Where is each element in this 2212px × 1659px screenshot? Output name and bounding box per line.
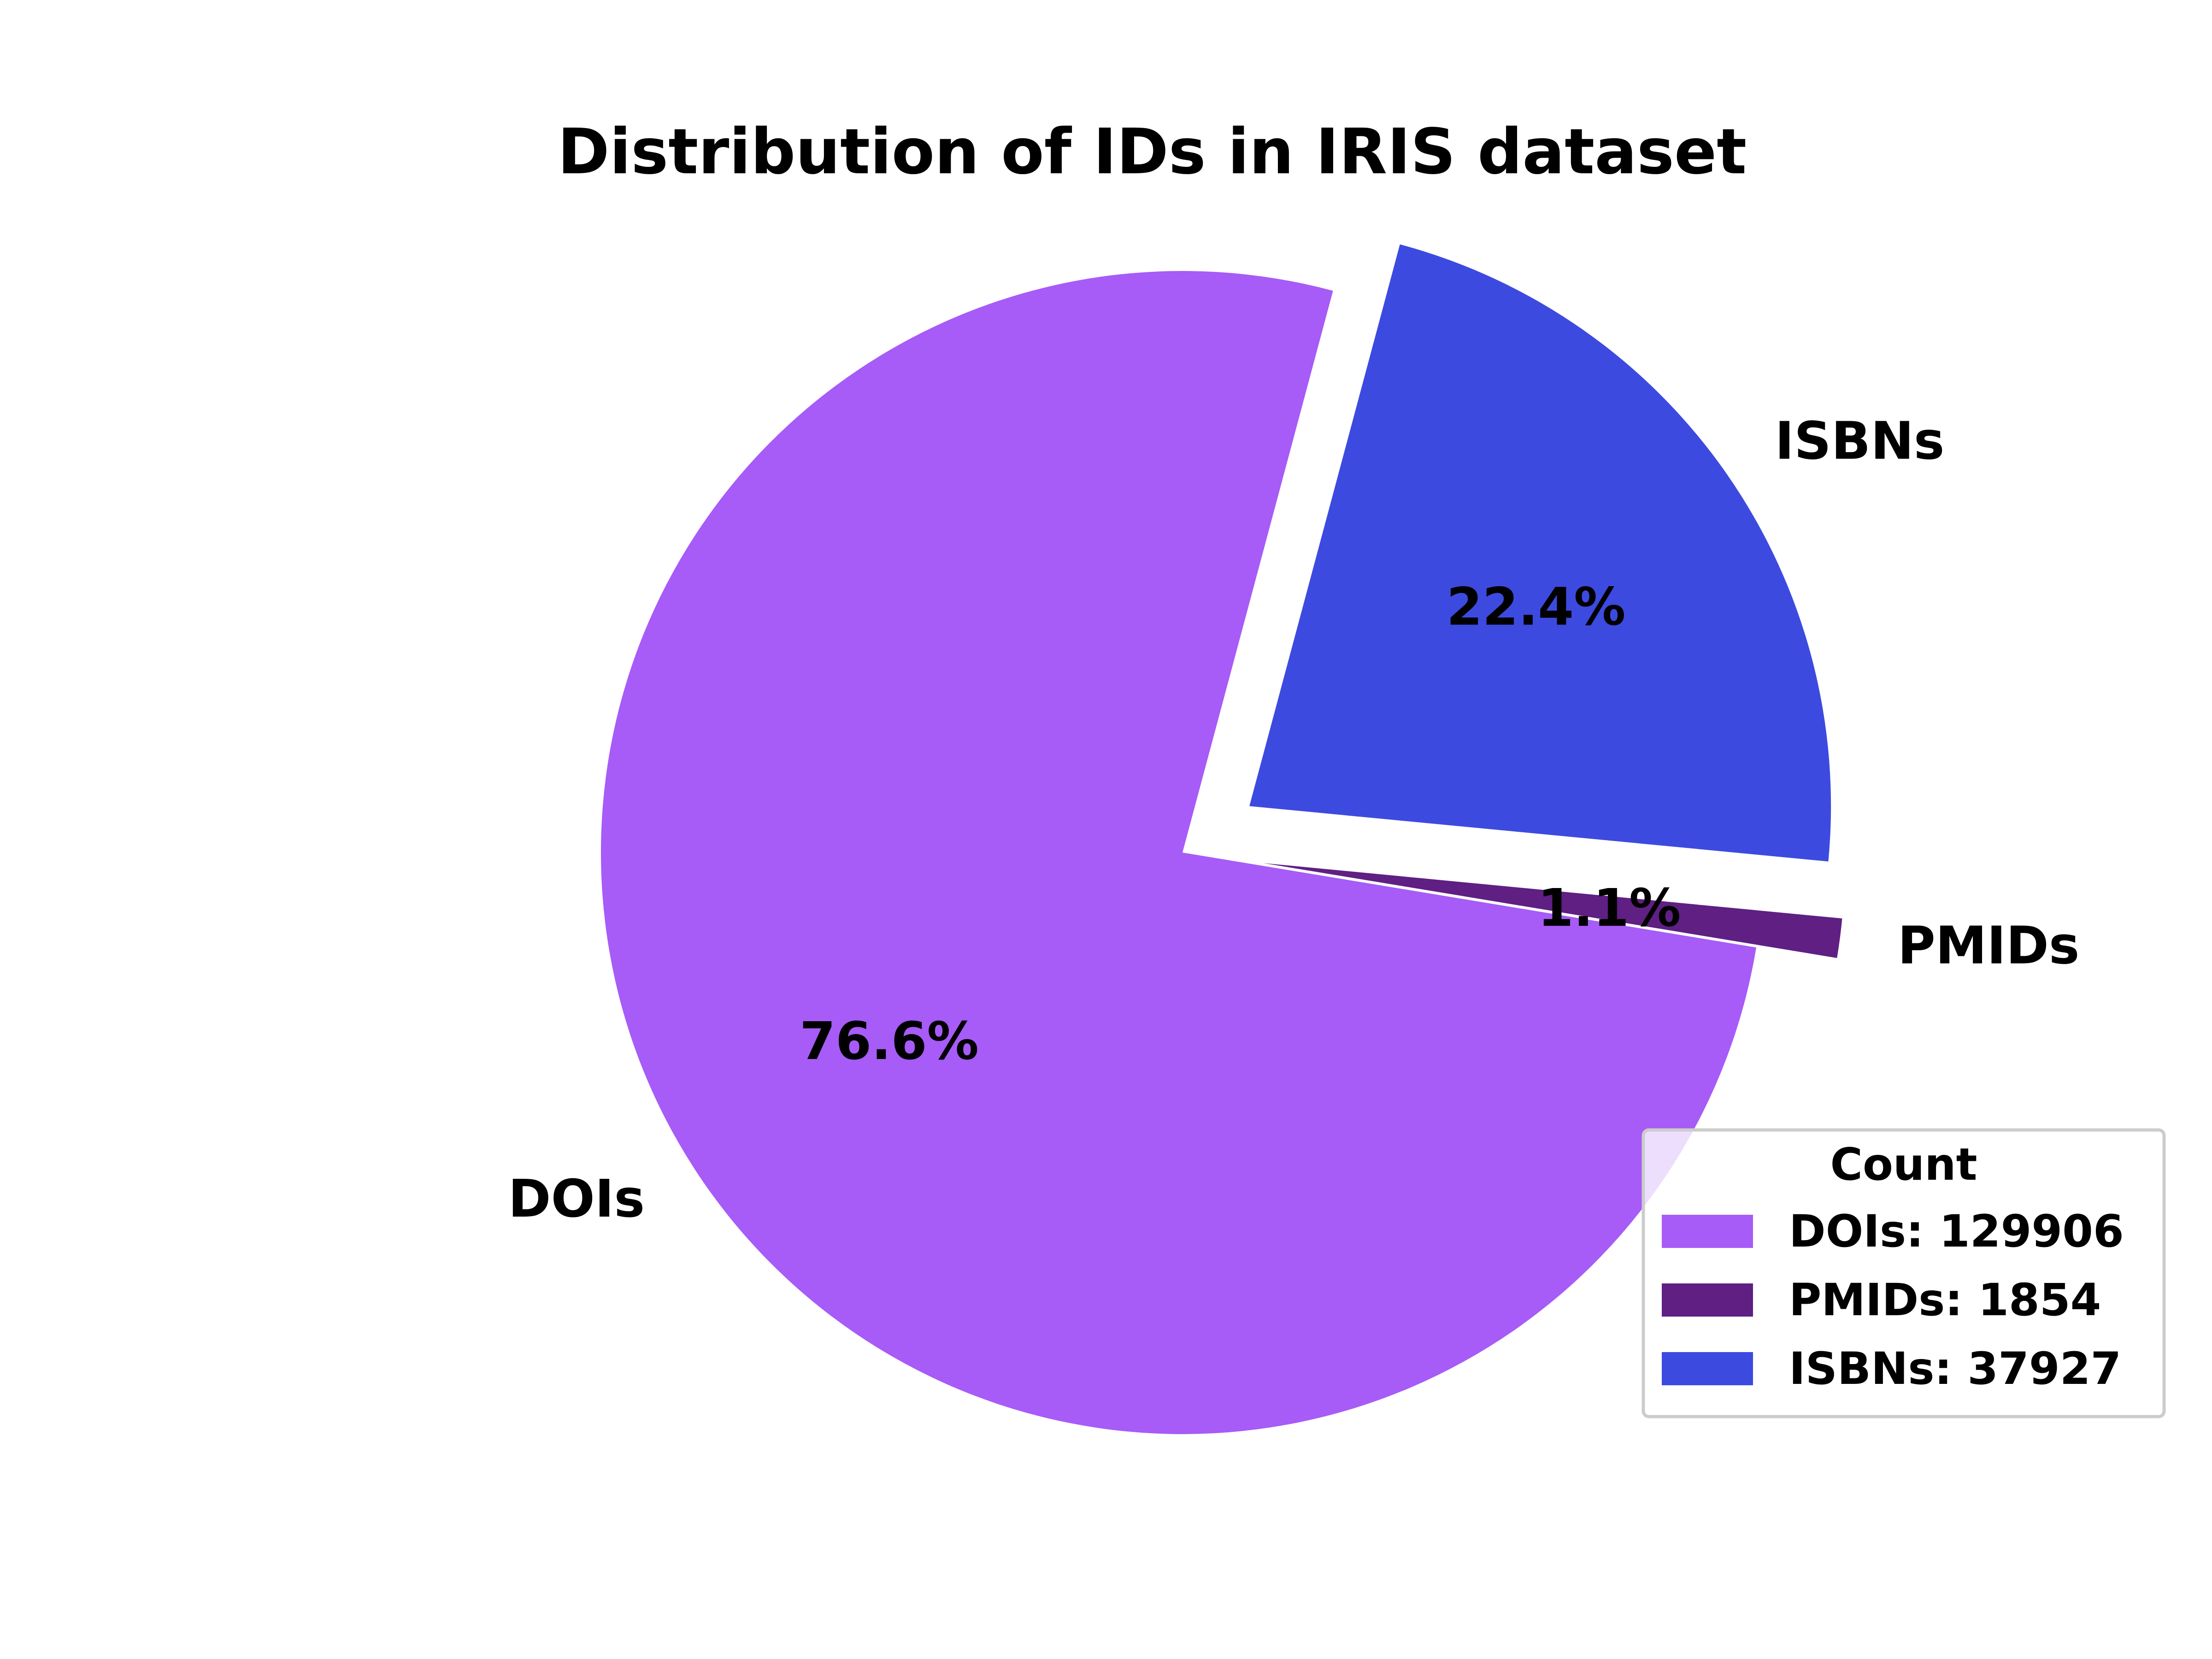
- legend-swatch-isbns: [1662, 1352, 1753, 1385]
- legend-entry-isbns: ISBNs: 37927: [1789, 1343, 2121, 1394]
- chart-title: Distribution of IDs in IRIS dataset: [558, 116, 1747, 188]
- category-label-isbns: ISBNs: [1775, 412, 1944, 471]
- legend: Count DOIs: 129906 PMIDs: 1854 ISBNs: 3792…: [1641, 1128, 2166, 1418]
- pct-label-pmids: 1.1%: [1538, 878, 1681, 938]
- legend-box: [1641, 1128, 2166, 1418]
- legend-entries: DOIs: 129906 PMIDs: 1854 ISBNs: 37927: [1662, 1206, 2124, 1394]
- pct-label-dois: 76.6%: [800, 1012, 979, 1071]
- legend-swatch-dois: [1662, 1215, 1753, 1248]
- legend-entry-pmids: PMIDs: 1854: [1789, 1274, 2101, 1326]
- category-label-pmids: PMIDs: [1898, 916, 2080, 976]
- legend-entry-dois: DOIs: 129906: [1789, 1206, 2124, 1257]
- pie-slice-dois: [600, 271, 1757, 1434]
- category-label-dois: DOIs: [508, 1169, 645, 1229]
- legend-swatch-pmids: [1662, 1283, 1753, 1317]
- legend-title: Count: [1830, 1139, 1977, 1190]
- pie-slice-isbns: [1249, 244, 1831, 862]
- pct-label-isbns: 22.4%: [1447, 577, 1626, 637]
- slices-layer: [600, 244, 1842, 1434]
- labels-layer: 76.6% DOIs 1.1% PMIDs 22.4% ISBNs: [508, 412, 2080, 1229]
- pie-slice-pmids: [1263, 863, 1842, 958]
